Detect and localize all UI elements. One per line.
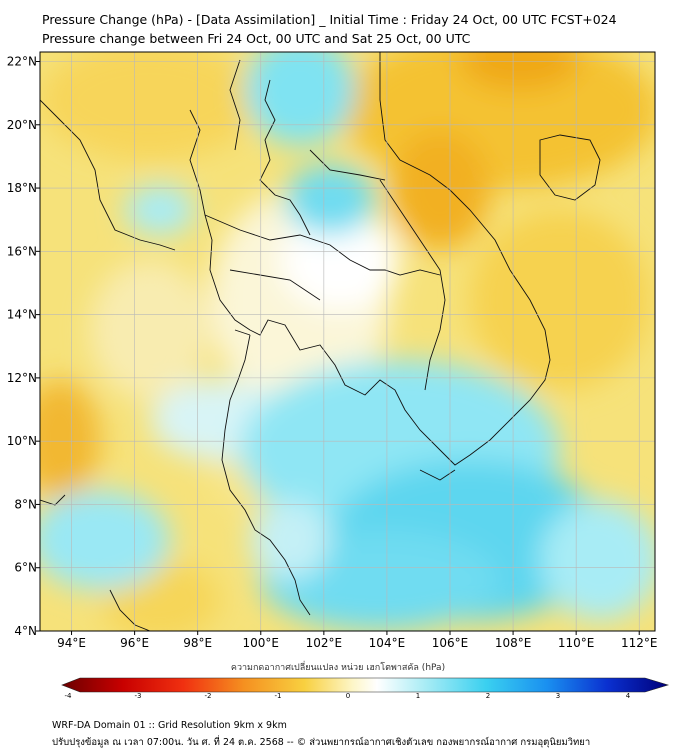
lat-label: 14°N: [7, 308, 37, 322]
lat-label: 12°N: [7, 371, 37, 385]
coastlines: [40, 52, 601, 631]
colorbar-tick-label: 0: [346, 692, 350, 700]
colorbar-tick-label: -4: [65, 692, 73, 700]
pressure-change-map: 94°E 96°E 98°E 100°E 102°E 104°E 106°E 108°E 110…: [7, 51, 657, 650]
colorbar-title: ความกดอากาศเปลี่ยนแปลง หน่วย เฮกโตพาสคัล…: [230, 663, 446, 673]
colorbar-tick-label: -3: [135, 692, 142, 700]
pressure-field: [40, 52, 655, 631]
lon-label: 106°E: [432, 636, 469, 650]
lon-label: 98°E: [183, 636, 212, 650]
lon-label: 112°E: [621, 636, 658, 650]
map-title: Pressure Change (hPa) - [Data Assimilati…: [42, 12, 617, 27]
lat-label: 4°N: [14, 624, 37, 638]
lon-label: 96°E: [120, 636, 149, 650]
lat-label: 8°N: [14, 497, 37, 511]
lat-label: 22°N: [7, 54, 37, 68]
colorbar-tick-label: 1: [416, 692, 420, 700]
colorbar-tick-label: 2: [486, 692, 490, 700]
lon-label: 102°E: [306, 636, 343, 650]
lat-label: 18°N: [7, 181, 37, 195]
colorbar-strip: [61, 677, 670, 693]
lon-label: 108°E: [495, 636, 532, 650]
colorbar-tick-label: -2: [205, 692, 212, 700]
colorbar-tick-label: 4: [626, 692, 631, 700]
footer-update-info: ปรับปรุงข้อมูล ณ เวลา 07:00น. วัน ศ. ที่…: [52, 737, 591, 748]
lon-label: 100°E: [243, 636, 280, 650]
map-subtitle: Pressure change between Fri 24 Oct, 00 U…: [42, 31, 471, 46]
colorbar-tick-label: -1: [275, 692, 282, 700]
lat-label: 10°N: [7, 434, 37, 448]
lat-label: 6°N: [14, 561, 37, 575]
lon-label: 104°E: [369, 636, 406, 650]
lat-label: 20°N: [7, 118, 37, 132]
latitude-labels: 22°N 20°N 18°N 16°N 14°N 12°N 10°N 8°N 6°N 4°N: [7, 54, 40, 638]
map-frame: [39, 51, 656, 632]
lat-label: 16°N: [7, 244, 37, 258]
lon-label: 94°E: [57, 636, 86, 650]
lon-label: 110°E: [558, 636, 595, 650]
footer-model-info: WRF-DA Domain 01 :: Grid Resolution 9km …: [52, 720, 287, 731]
longitude-labels: 94°E 96°E 98°E 100°E 102°E 104°E 106°E 108°E 110…: [57, 631, 657, 650]
colorbar-tick-label: 3: [556, 692, 560, 700]
colorbar-ticks: -4 -3 -2 -1 0 1 2 3 4: [65, 692, 631, 700]
